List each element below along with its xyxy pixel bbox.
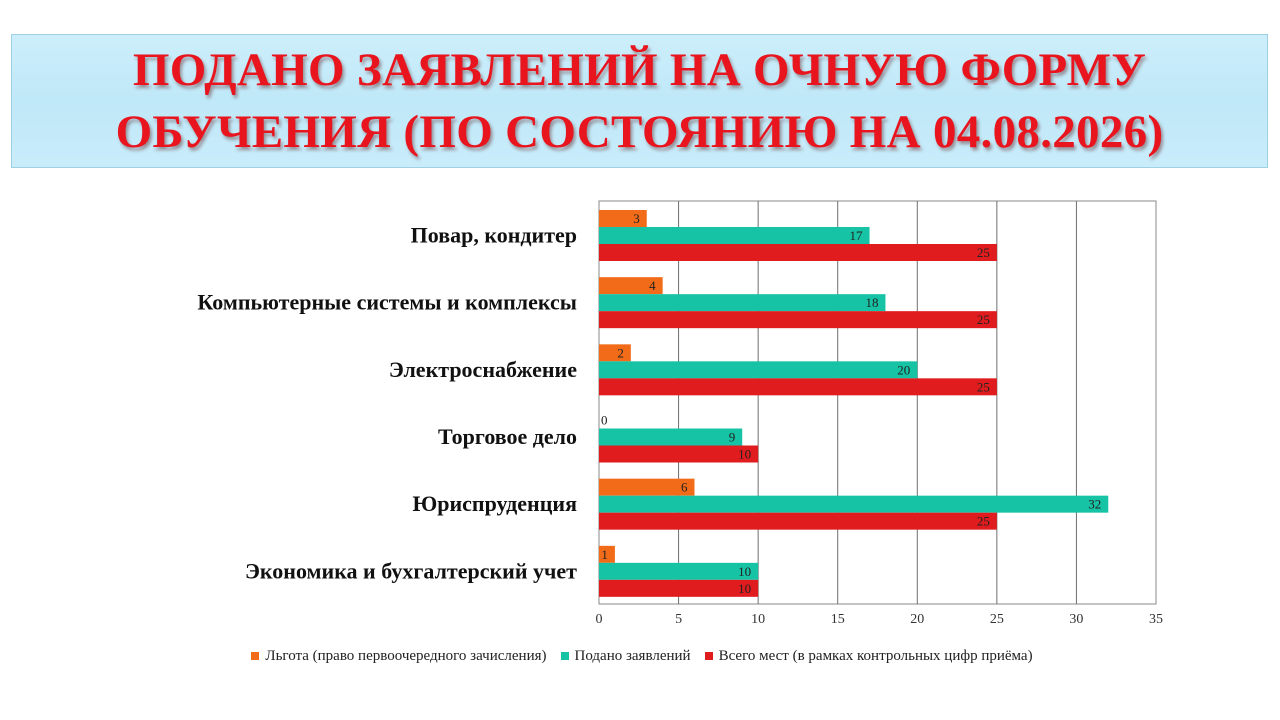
data-label: 10 xyxy=(738,581,751,596)
data-label: 18 xyxy=(865,295,878,310)
bar xyxy=(599,545,615,563)
x-tick-label: 5 xyxy=(675,612,682,627)
bar xyxy=(599,227,870,244)
x-tick-label: 35 xyxy=(1149,612,1163,627)
legend-item: Всего мест (в рамках контрольных цифр пр… xyxy=(701,648,1033,665)
bar xyxy=(599,277,663,295)
chart-title-line-2: ОБУЧЕНИЯ (ПО СОСТОЯНИЮ НА 04.08.2026) xyxy=(115,106,1164,158)
data-label: 20 xyxy=(897,362,910,377)
legend-swatch xyxy=(251,652,260,660)
legend-label: Всего мест (в рамках контрольных цифр пр… xyxy=(718,647,1033,664)
x-tick-label: 25 xyxy=(990,612,1004,627)
plot-area xyxy=(598,200,1157,605)
data-label: 10 xyxy=(738,447,751,462)
bar xyxy=(599,428,743,446)
bar xyxy=(599,244,997,261)
data-label: 25 xyxy=(977,312,990,327)
legend-label: Подано заявлений xyxy=(574,647,691,664)
data-label: 0 xyxy=(601,413,608,428)
x-tick-label: 15 xyxy=(831,612,845,627)
data-label: 9 xyxy=(729,430,736,445)
bar xyxy=(599,210,647,227)
bar xyxy=(599,562,759,580)
bar xyxy=(599,478,695,496)
bar xyxy=(599,378,997,396)
data-label: 17 xyxy=(850,228,864,243)
bar xyxy=(599,579,759,597)
data-label: 10 xyxy=(738,564,751,579)
legend-label: Льгота (право первоочередного зачисления… xyxy=(265,647,547,664)
bar xyxy=(599,361,918,379)
category-label: Электроснабжение xyxy=(389,357,577,382)
bar xyxy=(599,344,631,362)
data-label: 25 xyxy=(977,245,990,260)
data-label: 4 xyxy=(649,278,656,293)
category-label: Торговое дело xyxy=(438,424,577,449)
data-label: 3 xyxy=(633,211,640,226)
bar xyxy=(599,512,997,530)
data-label: 25 xyxy=(977,379,990,394)
x-tick-label: 0 xyxy=(596,612,603,627)
data-label: 6 xyxy=(681,480,688,495)
x-tick-label: 20 xyxy=(910,612,924,627)
x-tick-label: 30 xyxy=(1069,612,1083,627)
chart-legend: Льгота (право первоочередного зачисления… xyxy=(0,646,1280,666)
legend-swatch xyxy=(560,652,569,660)
bar xyxy=(599,495,1109,513)
data-label: 2 xyxy=(617,345,624,360)
category-label: Экономика и бухгалтерский учет xyxy=(245,558,577,583)
bar xyxy=(599,294,886,312)
title-banner: ПОДАНО ЗАЯВЛЕНИЙ НА ОЧНУЮ ФОРМУ ОБУЧЕНИЯ… xyxy=(11,34,1268,168)
bar xyxy=(599,445,759,463)
legend-item: Подано заявлений xyxy=(557,648,691,665)
data-label: 32 xyxy=(1088,497,1101,512)
category-label: Повар, кондитер xyxy=(411,223,577,248)
legend-swatch xyxy=(704,652,713,660)
bar xyxy=(599,311,997,329)
chart-title-line-1: ПОДАНО ЗАЯВЛЕНИЙ НА ОЧНУЮ ФОРМУ xyxy=(132,44,1147,96)
data-label: 1 xyxy=(601,547,608,562)
legend-item: Льгота (право первоочередного зачисления… xyxy=(247,647,547,665)
category-label: Компьютерные системы и комплексы xyxy=(197,290,577,315)
x-tick-label: 10 xyxy=(751,612,765,627)
category-label: Юриспруденция xyxy=(412,491,577,516)
data-label: 25 xyxy=(977,514,990,529)
